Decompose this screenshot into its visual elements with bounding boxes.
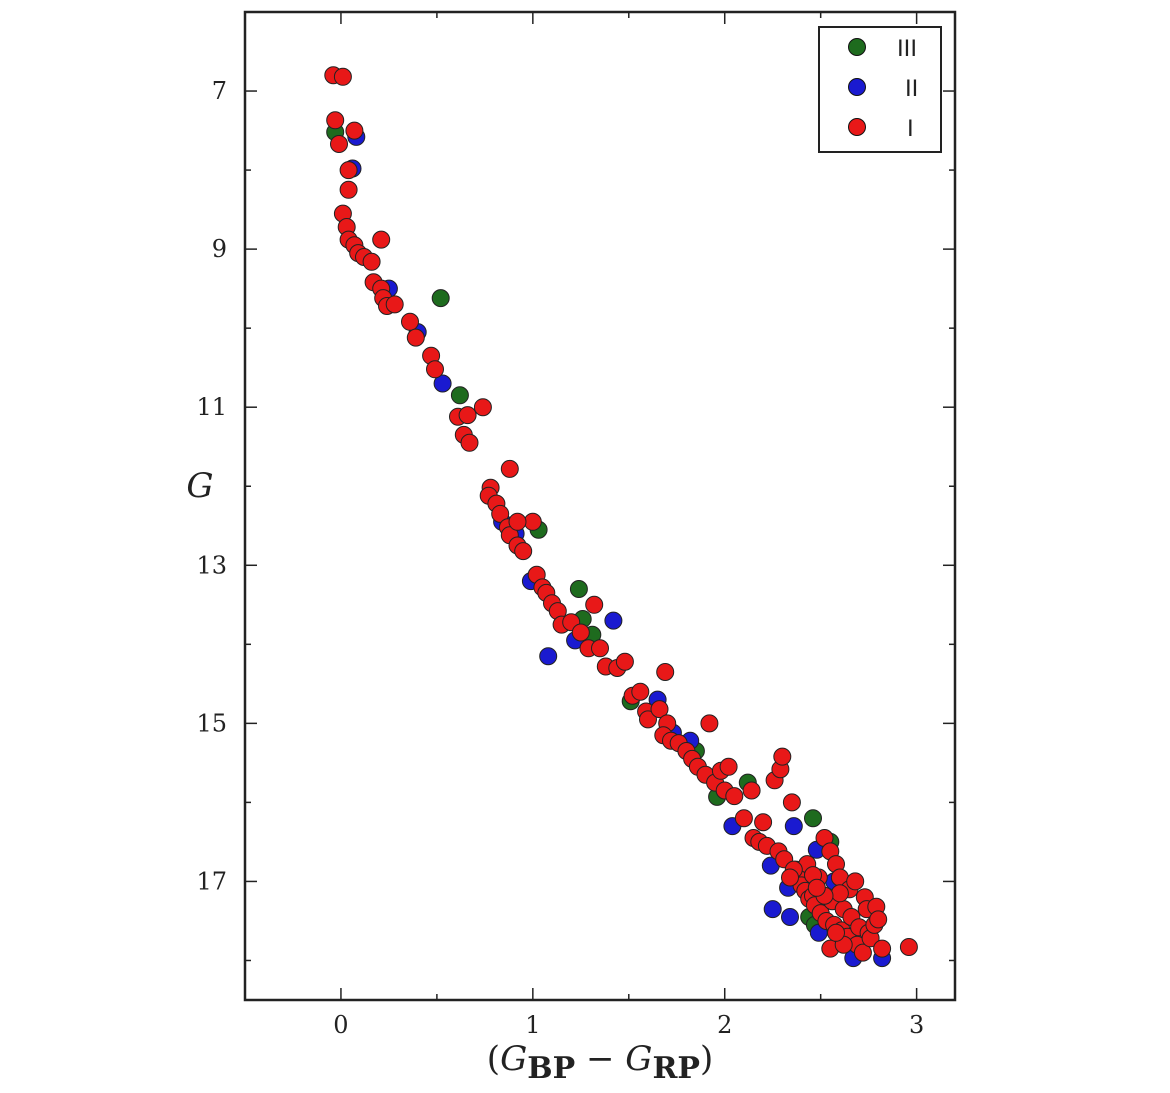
y-tick-label: 15 <box>196 709 227 737</box>
point-i <box>523 512 542 531</box>
point-iii <box>569 580 588 598</box>
point-i <box>754 813 773 832</box>
point-iii <box>450 386 469 405</box>
point-i <box>615 652 634 671</box>
point-iii <box>804 809 822 828</box>
point-i <box>458 406 477 425</box>
point-i <box>330 135 348 153</box>
y-tick-label: 9 <box>212 235 227 263</box>
y-tick-label: 17 <box>196 867 227 895</box>
point-i <box>571 623 590 642</box>
x-tick-label: 2 <box>717 1011 732 1039</box>
legend-label-ii: II <box>905 75 918 102</box>
point-i <box>473 398 492 417</box>
point-i <box>326 111 345 130</box>
point-i <box>725 787 744 806</box>
x-axis-label-g2: G <box>625 1039 652 1079</box>
point-i <box>372 230 391 249</box>
x-axis-label-open: ( <box>487 1039 500 1079</box>
y-tick-label: 13 <box>196 551 227 579</box>
point-i <box>719 757 738 776</box>
legend-box <box>818 26 942 153</box>
point-i <box>639 710 657 729</box>
x-axis-label-g1: G <box>500 1039 527 1079</box>
y-axis-label: G <box>186 466 213 506</box>
plot-frame <box>243 10 957 1002</box>
point-ii <box>604 611 623 630</box>
point-i <box>339 161 358 180</box>
y-tick-label: 11 <box>196 393 227 421</box>
point-i <box>406 328 425 347</box>
x-tick-label: 0 <box>333 1011 348 1039</box>
point-i <box>827 923 845 942</box>
point-i <box>846 872 865 891</box>
point-i <box>385 295 404 314</box>
x-axis-label-close: ) <box>700 1039 713 1079</box>
legend-marker-i <box>848 118 866 136</box>
x-tick-label: 1 <box>525 1011 540 1039</box>
point-i <box>650 700 669 719</box>
point-i <box>401 312 419 331</box>
point-i <box>339 180 358 199</box>
point-i <box>514 542 533 561</box>
point-i <box>782 793 801 812</box>
point-iii <box>431 289 450 308</box>
point-i <box>491 504 510 523</box>
point-i <box>591 639 609 658</box>
x-tick-label: 3 <box>909 1011 924 1039</box>
point-i <box>508 512 527 531</box>
point-i <box>500 459 519 478</box>
point-i <box>700 714 719 733</box>
point-i <box>807 878 826 897</box>
x-axis-label: (GBP − GRP) <box>487 1039 713 1086</box>
legend-marker-ii <box>848 78 866 96</box>
point-i <box>830 884 849 903</box>
plot-marks-layer <box>324 66 918 968</box>
legend-label-i: I <box>907 115 914 142</box>
point-i <box>853 943 872 962</box>
point-i <box>585 595 604 614</box>
point-ii <box>433 374 452 393</box>
point-i <box>362 252 381 271</box>
x-axis-label-sub2: RP <box>652 1051 700 1086</box>
legend: III II I <box>818 26 942 153</box>
legend-marker-iii <box>848 38 866 56</box>
point-i <box>781 868 799 887</box>
point-i <box>734 809 753 828</box>
ticks-layer: 0 1 2 3 7 9 11 13 15 17 <box>196 11 955 1039</box>
point-ii <box>539 647 558 666</box>
point-i <box>742 781 761 800</box>
point-i <box>873 939 892 958</box>
point-i <box>345 121 364 140</box>
x-axis-label-sub1: BP <box>527 1051 575 1086</box>
point-ii <box>763 900 782 919</box>
point-i <box>899 938 918 956</box>
point-i <box>460 433 479 452</box>
x-axis-label-minus: − <box>575 1039 625 1079</box>
point-i <box>656 663 675 681</box>
point-ii <box>784 817 803 836</box>
point-i <box>773 747 792 766</box>
point-i <box>426 360 444 379</box>
legend-label-iii: III <box>897 35 917 62</box>
point-i <box>869 910 888 929</box>
point-i <box>631 682 650 701</box>
point-i <box>333 67 352 86</box>
y-tick-label: 7 <box>212 77 227 105</box>
point-ii <box>781 908 799 926</box>
